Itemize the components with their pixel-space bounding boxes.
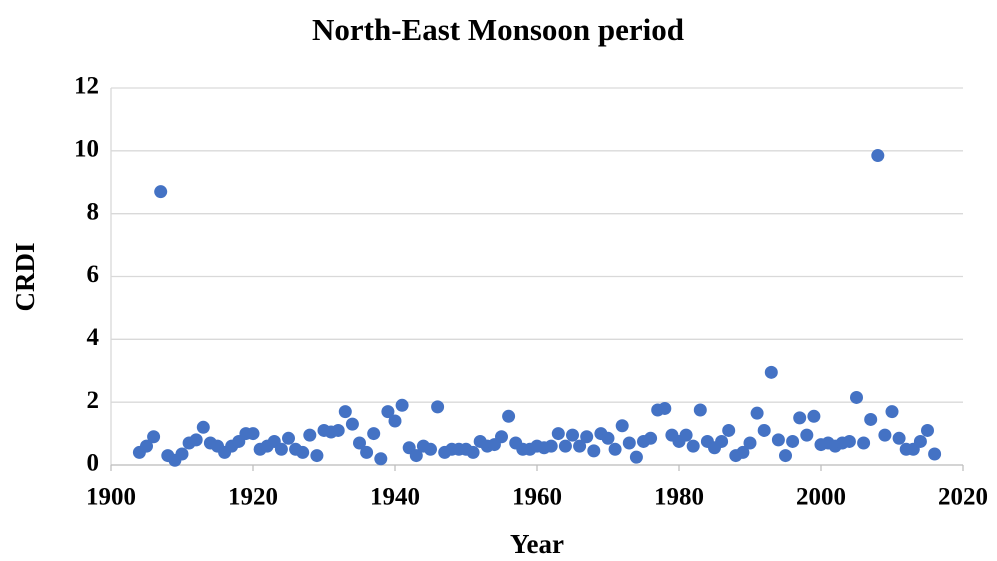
point <box>750 406 764 420</box>
point <box>345 417 359 431</box>
point <box>310 449 324 463</box>
point <box>608 442 622 456</box>
point <box>864 412 878 426</box>
point <box>800 428 814 442</box>
point <box>147 430 161 444</box>
point <box>367 427 381 441</box>
point <box>381 405 395 419</box>
point <box>644 431 658 445</box>
point <box>573 439 587 453</box>
y-tick-label: 6 <box>87 261 100 288</box>
point <box>807 409 821 423</box>
point <box>395 398 409 412</box>
point <box>274 442 288 456</box>
x-tick-label: 2000 <box>796 484 846 511</box>
point <box>331 423 345 437</box>
point <box>189 433 203 447</box>
chart-title: North-East Monsoon period <box>312 12 684 47</box>
point <box>686 439 700 453</box>
y-tick-label: 8 <box>87 198 100 225</box>
y-tick-label: 2 <box>87 387 100 414</box>
point <box>885 405 899 419</box>
point <box>551 427 565 441</box>
x-tick-label: 1920 <box>228 484 278 511</box>
point <box>878 428 892 442</box>
point <box>871 149 885 163</box>
point <box>629 450 643 464</box>
point <box>587 444 601 458</box>
y-tick-label: 10 <box>74 136 99 163</box>
point <box>921 423 934 437</box>
point <box>353 436 366 450</box>
y-tick-label: 0 <box>87 450 100 477</box>
point <box>722 423 736 437</box>
point <box>615 419 629 433</box>
point <box>913 434 927 448</box>
point <box>296 445 310 459</box>
point <box>757 423 771 437</box>
point <box>622 436 636 450</box>
x-tick-label: 2020 <box>938 484 988 511</box>
point <box>793 411 807 425</box>
point <box>857 436 871 450</box>
point <box>502 409 516 423</box>
x-tick-label: 1960 <box>512 484 562 511</box>
point <box>842 434 856 448</box>
point <box>409 449 423 463</box>
point <box>338 405 352 419</box>
point <box>764 365 778 379</box>
point <box>850 390 863 404</box>
point <box>892 431 906 445</box>
point <box>196 420 210 434</box>
point <box>566 428 579 442</box>
x-tick-label: 1980 <box>654 484 704 511</box>
point <box>928 447 942 461</box>
point <box>580 430 594 444</box>
point <box>388 414 402 428</box>
point <box>786 434 800 448</box>
point <box>679 428 693 442</box>
point <box>558 439 572 453</box>
point <box>779 449 792 463</box>
point <box>743 436 757 450</box>
y-tick-label: 12 <box>74 73 99 100</box>
point <box>431 400 445 414</box>
point <box>303 428 317 442</box>
y-tick-label: 4 <box>87 324 100 351</box>
point <box>175 447 189 461</box>
point <box>495 430 508 444</box>
point <box>544 439 558 453</box>
point <box>601 431 615 445</box>
point <box>282 431 295 445</box>
point <box>715 434 729 448</box>
point <box>736 445 750 459</box>
point <box>466 445 480 459</box>
point <box>771 433 785 447</box>
y-axis-label: CRDI <box>10 242 40 311</box>
point <box>360 445 374 459</box>
point <box>658 401 672 415</box>
x-tick-label: 1940 <box>370 484 420 511</box>
point <box>374 452 388 466</box>
point <box>140 439 153 453</box>
point <box>246 427 260 441</box>
point <box>424 442 437 456</box>
point <box>693 403 707 417</box>
x-tick-label: 1900 <box>86 484 136 511</box>
point <box>154 185 168 199</box>
x-axis-label: Year <box>510 529 564 559</box>
